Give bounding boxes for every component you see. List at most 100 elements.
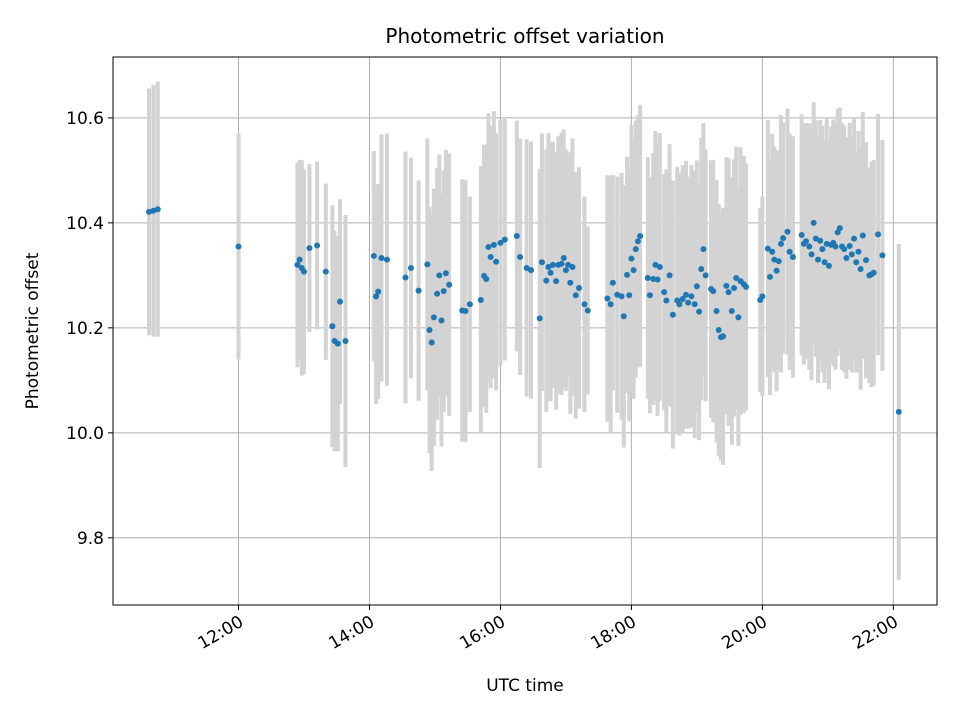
data-point (767, 273, 774, 280)
data-point (373, 293, 380, 300)
data-point (562, 267, 569, 274)
data-point (424, 261, 431, 268)
data-point (806, 243, 813, 250)
data-point (485, 244, 492, 251)
data-point (415, 287, 422, 294)
y-tick-label: 10.6 (66, 109, 104, 129)
data-point (538, 259, 545, 266)
data-point (446, 281, 453, 288)
data-point (337, 298, 344, 305)
data-point (661, 289, 668, 296)
data-point (895, 408, 902, 415)
data-point (624, 271, 631, 278)
data-point (832, 243, 839, 250)
data-point (691, 301, 698, 308)
data-point (501, 236, 508, 243)
data-point (798, 231, 805, 238)
data-point (733, 274, 740, 281)
data-point (808, 251, 815, 258)
data-point (300, 268, 307, 275)
data-point (764, 245, 771, 252)
data-point (634, 238, 641, 245)
data-point (786, 248, 793, 255)
data-point (483, 276, 490, 283)
data-point (604, 295, 611, 302)
data-point (870, 269, 877, 276)
data-point (685, 299, 692, 306)
data-point (656, 263, 663, 270)
data-point (759, 293, 766, 300)
data-point (375, 288, 382, 295)
data-point (821, 259, 828, 266)
data-point (669, 311, 676, 318)
data-point (626, 292, 633, 299)
data-point (477, 297, 484, 304)
data-point (442, 270, 449, 277)
data-point (666, 272, 673, 279)
data-point (440, 288, 447, 295)
data-point (430, 314, 437, 321)
data-point (679, 295, 686, 302)
data-point (731, 284, 738, 291)
data-point (407, 265, 414, 272)
data-point (487, 253, 494, 260)
data-point (609, 279, 616, 286)
data-point (434, 290, 441, 297)
data-point (654, 276, 661, 283)
data-point (676, 301, 683, 308)
data-point (715, 326, 722, 333)
data-point (700, 246, 707, 253)
data-point (693, 283, 700, 290)
data-point (426, 326, 433, 333)
data-point (810, 219, 817, 226)
data-point (769, 248, 776, 255)
data-point (462, 308, 469, 315)
data-point (402, 274, 409, 281)
data-point (855, 248, 862, 255)
chart-title: Photometric offset variation (385, 24, 664, 48)
data-point (607, 301, 614, 308)
data-point (743, 283, 750, 290)
y-axis-label: Photometric offset (23, 252, 43, 409)
data-point (735, 314, 742, 321)
data-point (547, 269, 554, 276)
data-point (528, 267, 535, 274)
data-point (428, 339, 435, 346)
plot-frame (112, 56, 938, 606)
data-point (632, 246, 639, 253)
data-point (567, 279, 574, 286)
data-point (322, 268, 329, 275)
data-point (334, 340, 341, 347)
data-point (698, 266, 705, 273)
data-points (146, 206, 902, 415)
data-point (723, 282, 730, 289)
data-point (780, 235, 787, 242)
data-point (628, 255, 635, 262)
data-point (702, 272, 709, 279)
data-point (618, 293, 625, 300)
data-point (859, 232, 866, 239)
data-point (436, 272, 443, 279)
y-tick-label: 10.0 (66, 424, 104, 444)
data-point (846, 242, 853, 249)
data-point (789, 253, 796, 260)
data-point (306, 245, 313, 252)
data-point (728, 308, 735, 315)
y-tick-label: 10.4 (66, 214, 104, 234)
data-point (490, 241, 497, 248)
data-point (650, 276, 657, 283)
data-point (620, 313, 627, 320)
data-point (784, 228, 791, 235)
data-point (569, 263, 576, 270)
data-point (843, 255, 850, 262)
data-point (696, 308, 703, 315)
data-point (576, 284, 583, 291)
data-point (875, 231, 882, 238)
data-point (497, 239, 504, 246)
data-point (720, 333, 727, 340)
data-point (646, 292, 653, 299)
data-point (549, 261, 556, 268)
data-point (438, 317, 445, 324)
data-point (815, 256, 822, 263)
